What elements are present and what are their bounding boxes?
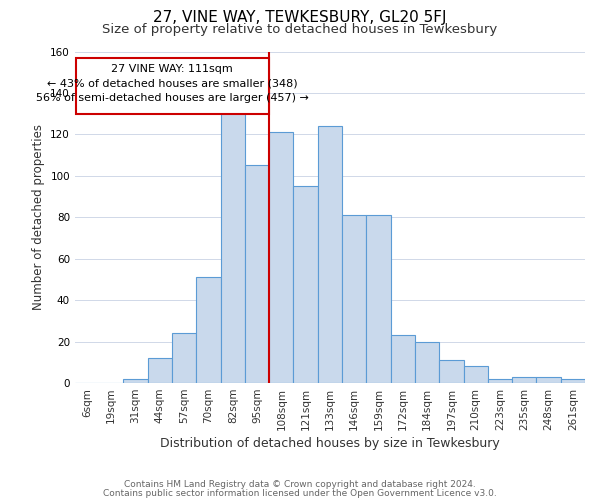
- Text: ← 43% of detached houses are smaller (348): ← 43% of detached houses are smaller (34…: [47, 78, 298, 88]
- Bar: [196, 278, 221, 383]
- Bar: [342, 215, 367, 383]
- Bar: [148, 358, 172, 383]
- Y-axis label: Number of detached properties: Number of detached properties: [32, 124, 44, 310]
- Text: 27, VINE WAY, TEWKESBURY, GL20 5FJ: 27, VINE WAY, TEWKESBURY, GL20 5FJ: [153, 10, 447, 25]
- Text: Contains HM Land Registry data © Crown copyright and database right 2024.: Contains HM Land Registry data © Crown c…: [124, 480, 476, 489]
- Bar: [124, 379, 148, 383]
- Bar: [439, 360, 464, 383]
- Bar: [269, 132, 293, 383]
- Bar: [536, 377, 561, 383]
- Text: 27 VINE WAY: 111sqm: 27 VINE WAY: 111sqm: [111, 64, 233, 74]
- X-axis label: Distribution of detached houses by size in Tewkesbury: Distribution of detached houses by size …: [160, 437, 500, 450]
- Bar: [415, 342, 439, 383]
- Bar: [488, 379, 512, 383]
- Text: Contains public sector information licensed under the Open Government Licence v3: Contains public sector information licen…: [103, 488, 497, 498]
- Bar: [561, 379, 585, 383]
- Bar: [318, 126, 342, 383]
- Bar: [464, 366, 488, 383]
- Text: 56% of semi-detached houses are larger (457) →: 56% of semi-detached houses are larger (…: [35, 93, 308, 103]
- FancyBboxPatch shape: [76, 58, 269, 114]
- Bar: [245, 166, 269, 383]
- Bar: [293, 186, 318, 383]
- Bar: [512, 377, 536, 383]
- Bar: [221, 112, 245, 383]
- Bar: [367, 215, 391, 383]
- Text: Size of property relative to detached houses in Tewkesbury: Size of property relative to detached ho…: [103, 22, 497, 36]
- Bar: [391, 336, 415, 383]
- Bar: [172, 334, 196, 383]
